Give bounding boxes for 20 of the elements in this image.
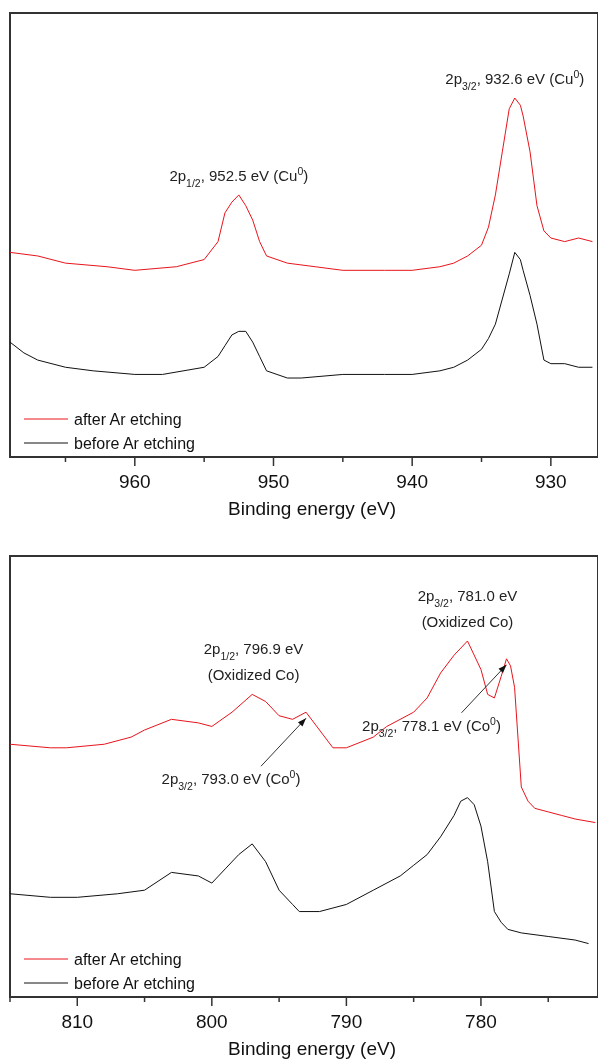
- x-tick-label: 940: [396, 471, 429, 492]
- annotation: 2p$_{3/2}$, 778.1 eV (Co$^{0}$): [362, 714, 501, 739]
- x-tick-label: 930: [535, 471, 567, 492]
- annotation: 2p$_{3/2}$, 781.0 eV (Oxidized Co): [417, 587, 518, 630]
- x-tick-label: 810: [61, 1011, 94, 1032]
- legend-label: after Ar etching: [74, 411, 182, 428]
- legend-label: before Ar etching: [74, 975, 195, 992]
- x-axis-title: Binding energy (eV): [228, 498, 396, 519]
- legend-label: after Ar etching: [74, 951, 182, 968]
- annotation: 2p$_{3/2}$, 793.0 eV (Co$^{0}$): [161, 768, 301, 793]
- x-axis-title: Binding energy (eV): [228, 1038, 396, 1059]
- annotation: 2p$_{3/2}$, 932.6 eV (Cu$^{0}$): [445, 68, 585, 92]
- x-tick-label: 960: [118, 471, 151, 492]
- annotation: 2p$_{1/2}$, 952.5 eV (Cu$^{0}$): [169, 164, 309, 189]
- x-tick-label: 950: [257, 471, 290, 492]
- x-tick-label: 780: [465, 1011, 497, 1032]
- x-tick-label: 800: [195, 1011, 228, 1032]
- legend-label: before Ar etching: [74, 435, 195, 452]
- annotation: 2p$_{1/2}$, 796.9 eV (Oxidized Co): [203, 640, 304, 684]
- x-tick-label: 790: [330, 1011, 363, 1032]
